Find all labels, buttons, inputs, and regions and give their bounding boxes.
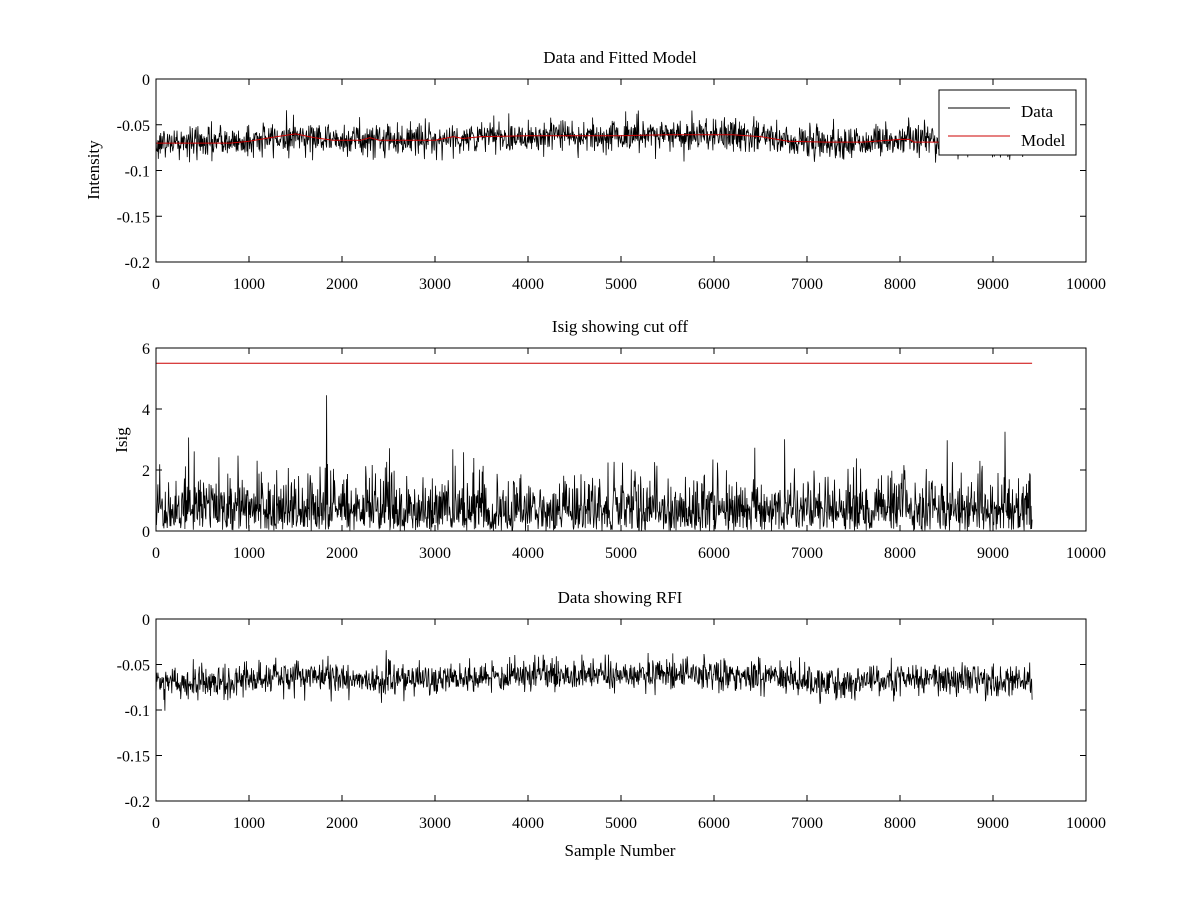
legend-box bbox=[938, 89, 1077, 156]
x-tick-label: 8000 bbox=[884, 815, 916, 832]
x-tick-label: 0 bbox=[152, 276, 160, 293]
y-tick-label: -0.2 bbox=[125, 794, 150, 811]
plot-lines bbox=[155, 110, 1033, 163]
x-tick-label: 5000 bbox=[605, 815, 637, 832]
y-tick-label: -0.05 bbox=[117, 118, 150, 135]
x-tick-label: 6000 bbox=[698, 815, 730, 832]
subplot-data-and-model: Data and Fitted Model 0 1000 2000 3000 4000 5… bbox=[84, 48, 1106, 293]
x-tick-label: 1000 bbox=[233, 276, 265, 293]
x-tick-label: 3000 bbox=[419, 276, 451, 293]
y-tick-label: -0.2 bbox=[125, 255, 150, 272]
y-tick-label: 6 bbox=[142, 341, 150, 358]
x-tick-label: 7000 bbox=[791, 545, 823, 562]
x-tick-label: 8000 bbox=[884, 545, 916, 562]
subplot-isig: Isig showing cut off 0 1000 2000 3000 4000 50… bbox=[112, 317, 1106, 562]
x-tick-label: 10000 bbox=[1066, 815, 1106, 832]
x-tick-label: 2000 bbox=[326, 815, 358, 832]
subplot-title: Isig showing cut off bbox=[552, 317, 688, 336]
x-tick-label: 7000 bbox=[791, 815, 823, 832]
series-line-0 bbox=[155, 650, 1033, 711]
x-axis: 0 1000 2000 3000 4000 5000 6000 7000 8000 9000 100… bbox=[152, 79, 1106, 293]
y-tick-label: 4 bbox=[142, 402, 150, 419]
subplot-rfi: Data showing RFI 0 1000 2000 3000 4000 5000 60… bbox=[117, 588, 1106, 860]
x-tick-label: 6000 bbox=[698, 276, 730, 293]
x-tick-label: 10000 bbox=[1066, 545, 1106, 562]
y-axis-label: Intensity bbox=[84, 140, 103, 200]
y-axis: 0 -0.05 -0.1 -0.15 -0.2 bbox=[117, 72, 1086, 272]
legend: Data Model bbox=[938, 89, 1077, 156]
plot-lines bbox=[155, 650, 1033, 711]
x-tick-label: 4000 bbox=[512, 545, 544, 562]
x-tick-label: 3000 bbox=[419, 545, 451, 562]
x-axis-label: Sample Number bbox=[565, 841, 676, 860]
x-tick-label: 6000 bbox=[698, 545, 730, 562]
y-tick-label: 0 bbox=[142, 524, 150, 541]
y-tick-label: -0.1 bbox=[125, 703, 150, 720]
y-tick-label: 0 bbox=[142, 72, 150, 89]
x-tick-label: 4000 bbox=[512, 815, 544, 832]
x-tick-label: 5000 bbox=[605, 276, 637, 293]
x-tick-label: 5000 bbox=[605, 545, 637, 562]
x-tick-label: 8000 bbox=[884, 276, 916, 293]
subplot-title: Data showing RFI bbox=[558, 588, 683, 607]
y-axis: 6 4 2 0 bbox=[142, 341, 1086, 541]
legend-label-data: Data bbox=[1021, 102, 1054, 121]
series-model bbox=[156, 133, 1031, 144]
y-tick-label: -0.05 bbox=[117, 658, 150, 675]
x-tick-label: 10000 bbox=[1066, 276, 1106, 293]
x-axis: 0 1000 2000 3000 4000 5000 6000 7000 8000 9000 100… bbox=[152, 619, 1106, 832]
x-tick-label: 9000 bbox=[977, 276, 1009, 293]
y-tick-label: -0.15 bbox=[117, 749, 150, 766]
x-tick-label: 7000 bbox=[791, 276, 823, 293]
y-tick-label: 2 bbox=[142, 463, 150, 480]
subplot-title: Data and Fitted Model bbox=[543, 48, 697, 67]
x-tick-label: 0 bbox=[152, 815, 160, 832]
series-data bbox=[155, 110, 1033, 163]
x-tick-label: 1000 bbox=[233, 815, 265, 832]
y-axis: 0 -0.05 -0.1 -0.15 -0.2 bbox=[117, 612, 1086, 811]
x-axis: 0 1000 2000 3000 4000 5000 6000 7000 8000 9000 100… bbox=[152, 348, 1106, 562]
y-tick-label: 0 bbox=[142, 612, 150, 629]
x-tick-label: 3000 bbox=[419, 815, 451, 832]
x-tick-label: 0 bbox=[152, 545, 160, 562]
y-tick-label: -0.1 bbox=[125, 164, 150, 181]
legend-label-model: Model bbox=[1021, 131, 1066, 150]
x-tick-label: 2000 bbox=[326, 276, 358, 293]
x-tick-label: 1000 bbox=[233, 545, 265, 562]
x-tick-label: 9000 bbox=[977, 545, 1009, 562]
series-line-0 bbox=[155, 395, 1033, 532]
plot-lines bbox=[155, 362, 1033, 532]
x-tick-label: 2000 bbox=[326, 545, 358, 562]
x-tick-label: 9000 bbox=[977, 815, 1009, 832]
x-tick-label: 4000 bbox=[512, 276, 544, 293]
y-axis-label: Isig bbox=[112, 427, 131, 453]
y-tick-label: -0.15 bbox=[117, 209, 150, 226]
